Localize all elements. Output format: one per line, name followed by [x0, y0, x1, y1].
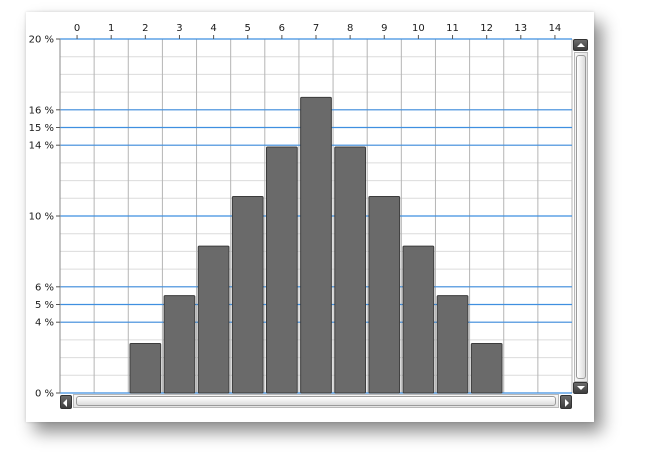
x-tick-label: 9: [381, 23, 387, 34]
x-tick-label: 10: [412, 23, 425, 34]
bar: [163, 295, 196, 394]
bar: [436, 295, 469, 394]
x-tick-label: 2: [142, 23, 148, 34]
scroll-up-button[interactable]: [573, 39, 588, 51]
horizontal-scrollbar[interactable]: [73, 394, 559, 408]
scroll-left-button[interactable]: [60, 395, 72, 409]
vertical-scroll-thumb[interactable]: [576, 55, 586, 379]
y-tick-label: 0 %: [35, 389, 54, 400]
x-tick-label: 12: [480, 23, 493, 34]
bar: [402, 245, 435, 394]
y-tick-label: 15 %: [29, 123, 54, 134]
bar: [266, 146, 298, 394]
horizontal-scroll-thumb[interactable]: [76, 396, 556, 406]
y-tick-label: 10 %: [29, 212, 54, 223]
bar: [368, 196, 401, 394]
y-tick-label: 16 %: [29, 105, 54, 116]
bar: [197, 245, 230, 394]
y-tick-label: 5 %: [35, 300, 54, 311]
x-tick-label: 5: [245, 23, 251, 34]
y-tick-label: 14 %: [29, 141, 54, 152]
scroll-right-button[interactable]: [560, 395, 572, 409]
x-tick-label: 0: [74, 23, 80, 34]
bar: [300, 96, 332, 394]
vertical-scrollbar[interactable]: [574, 52, 588, 382]
x-tick-label: 11: [446, 23, 459, 34]
x-axis-ticks: 0 1 2 3 4 5 6 7 8 9 10 11 12 13 14: [74, 23, 561, 39]
x-tick-label: 6: [279, 23, 285, 34]
bar: [470, 342, 503, 394]
x-tick-label: 8: [347, 23, 353, 34]
bar: [231, 196, 264, 394]
bar-chart: 0 1 2 3 4 5 6 7 8 9 10 11 12 13 14 0 %4 %5 %6 %10 %14 …: [29, 23, 573, 400]
bar: [129, 342, 162, 394]
scroll-down-button[interactable]: [573, 382, 588, 394]
y-tick-label: 4 %: [35, 318, 54, 329]
x-tick-label: 3: [176, 23, 182, 34]
bars: [129, 96, 503, 394]
x-tick-label: 13: [514, 23, 527, 34]
y-tick-label: 20 %: [29, 35, 54, 46]
y-axis-ticks: 0 % 4 % 5 % 6 % 10 % 14 % 15 % 16 % 20 %: [29, 35, 61, 400]
x-tick-label: 1: [108, 23, 114, 34]
x-tick-label: 7: [313, 23, 319, 34]
chart-window: 0 1 2 3 4 5 6 7 8 9 10 11 12 13 14 0 % 4 % 5 % 6 % 10 % 14 …: [26, 12, 594, 422]
x-tick-label: 4: [210, 23, 216, 34]
x-tick-label: 14: [549, 23, 562, 34]
y-tick-label: 6 %: [35, 282, 54, 293]
bar: [334, 146, 366, 394]
